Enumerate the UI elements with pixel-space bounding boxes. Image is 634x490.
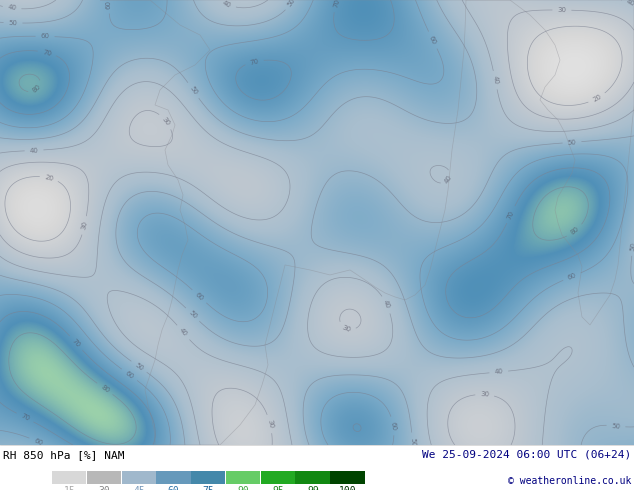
- Text: 20: 20: [592, 94, 602, 103]
- Text: 60: 60: [389, 421, 397, 431]
- Text: 100: 100: [339, 486, 356, 490]
- Text: 30: 30: [81, 220, 89, 230]
- Text: 70: 70: [332, 0, 340, 8]
- Text: 40: 40: [491, 75, 499, 85]
- Text: 40: 40: [29, 147, 39, 154]
- Text: 40: 40: [625, 0, 634, 7]
- Text: 60: 60: [33, 437, 43, 446]
- Text: © weatheronline.co.uk: © weatheronline.co.uk: [508, 476, 631, 486]
- Text: 45: 45: [133, 486, 145, 490]
- Text: 50: 50: [8, 20, 18, 26]
- Bar: [330, 471, 365, 484]
- Text: 90: 90: [237, 486, 249, 490]
- Bar: [226, 471, 260, 484]
- Bar: [87, 471, 121, 484]
- Text: 50: 50: [287, 0, 297, 8]
- Text: 60: 60: [41, 33, 49, 40]
- Text: 95: 95: [272, 486, 284, 490]
- Text: 40: 40: [222, 0, 232, 9]
- Text: RH 850 hPa [%] NAM: RH 850 hPa [%] NAM: [3, 450, 124, 460]
- Text: 40: 40: [444, 173, 453, 184]
- Text: 40: 40: [494, 368, 503, 375]
- Text: 75: 75: [203, 486, 214, 490]
- Text: 30: 30: [480, 392, 489, 398]
- Text: 20: 20: [44, 174, 54, 182]
- Text: 70: 70: [249, 58, 259, 66]
- Text: 50: 50: [630, 242, 634, 251]
- Text: 60: 60: [428, 35, 437, 46]
- Text: 50: 50: [188, 85, 198, 96]
- Text: 70: 70: [71, 338, 81, 348]
- Text: 30: 30: [557, 7, 566, 13]
- Text: 50: 50: [567, 139, 577, 146]
- Text: 40: 40: [178, 327, 188, 338]
- Text: 80: 80: [32, 84, 42, 94]
- Text: 40: 40: [382, 299, 391, 310]
- Text: We 25-09-2024 06:00 UTC (06+24): We 25-09-2024 06:00 UTC (06+24): [422, 450, 631, 460]
- Bar: [191, 471, 226, 484]
- Text: 40: 40: [7, 4, 16, 12]
- Text: 30: 30: [161, 116, 171, 126]
- Bar: [295, 471, 330, 484]
- Text: 70: 70: [42, 49, 52, 57]
- Text: 30: 30: [341, 324, 352, 333]
- Text: 50: 50: [611, 422, 621, 429]
- Text: 60: 60: [124, 369, 135, 380]
- Bar: [52, 471, 86, 484]
- Text: 60: 60: [168, 486, 179, 490]
- Text: 80: 80: [100, 384, 110, 394]
- Bar: [261, 471, 295, 484]
- Text: 99: 99: [307, 486, 319, 490]
- Text: 60: 60: [194, 291, 205, 302]
- Text: 50: 50: [134, 362, 145, 372]
- Text: 50: 50: [187, 309, 198, 320]
- Text: 50: 50: [409, 437, 416, 446]
- Bar: [122, 471, 156, 484]
- Text: 15: 15: [63, 486, 75, 490]
- Bar: [157, 471, 191, 484]
- Text: 30: 30: [266, 419, 274, 429]
- Text: 30: 30: [98, 486, 110, 490]
- Text: 60: 60: [567, 272, 578, 281]
- Text: 60: 60: [106, 0, 112, 8]
- Text: 80: 80: [569, 226, 580, 236]
- Text: 70: 70: [20, 413, 30, 422]
- Text: 70: 70: [506, 209, 515, 220]
